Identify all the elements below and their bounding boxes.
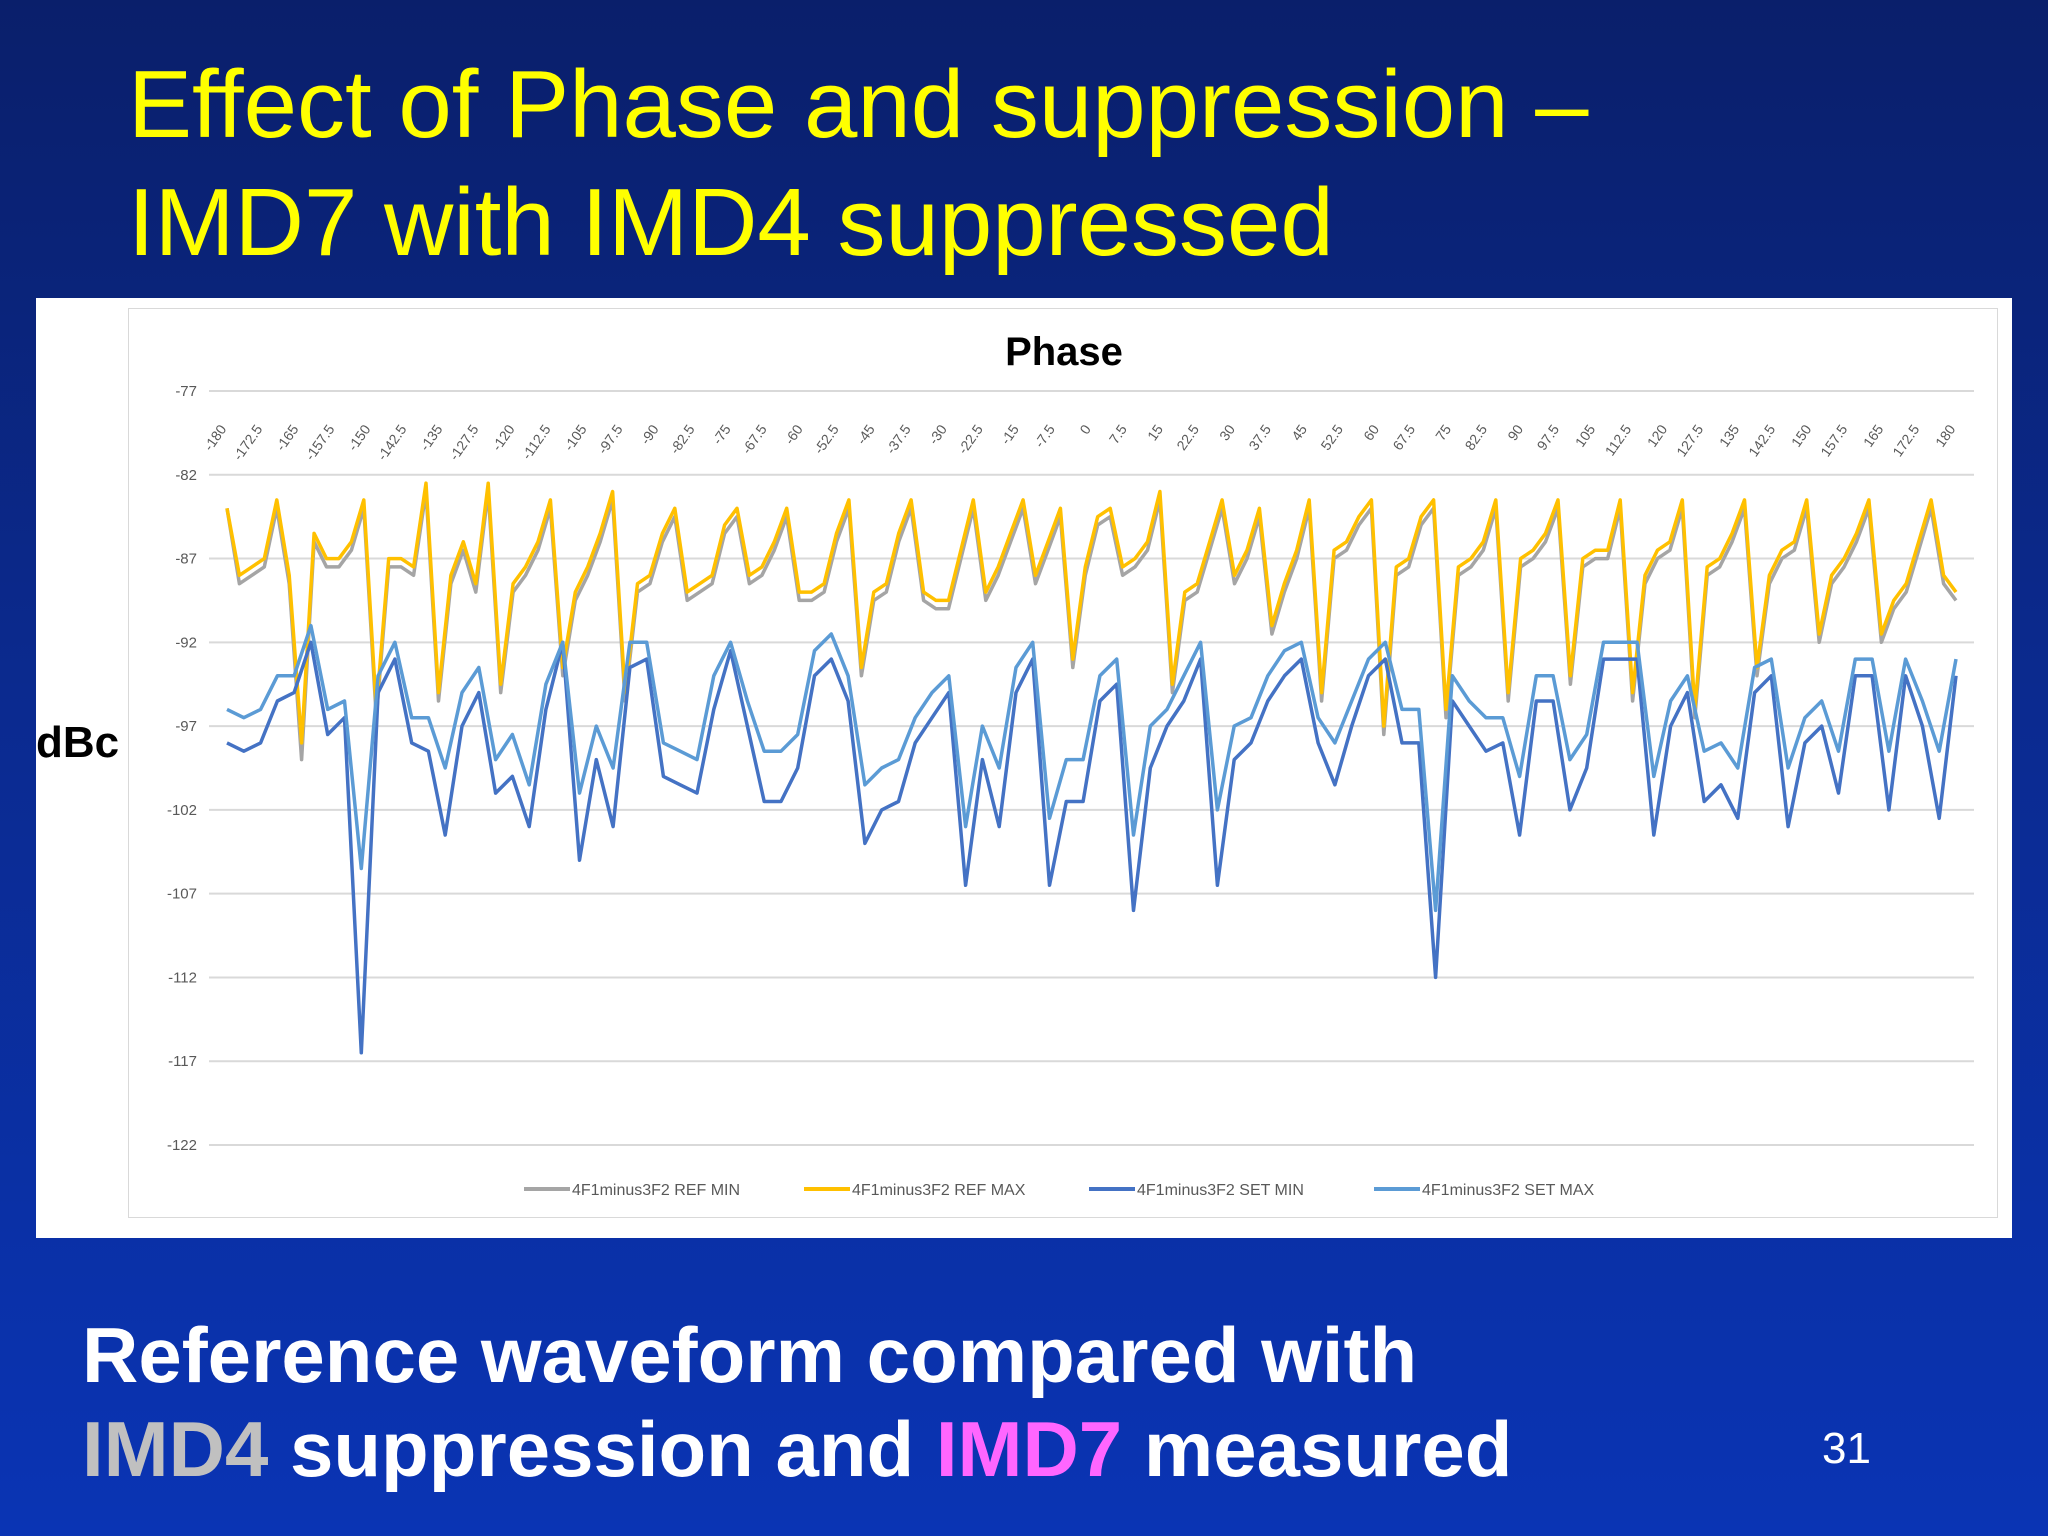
x-tick-label: 112.5 [1602,421,1635,458]
x-tick-label: 135 [1716,421,1743,449]
x-tick-label: -172.5 [230,421,266,463]
y-tick-label: -122 [167,1137,197,1154]
y-tick-labels: -77 -82 -87 -92 -97 -102 -107 -112 -117 -122 [167,383,197,1154]
x-tick-label: 30 [1216,421,1238,443]
x-tick-label: -37.5 [882,421,914,456]
x-tick-label: -60 [781,421,806,447]
series-line-3 [226,640,1958,1055]
x-tick-label: -97.5 [594,421,626,456]
chart-plot-frame: Phase -77 -82 -87 -92 -97 -102 -107 -112 -117 -12… [128,308,1998,1218]
legend-label-3: 4F1minus3F2 SET MIN [1137,1182,1304,1199]
x-tick-label: 60 [1360,421,1382,443]
x-tick-label: -142.5 [374,421,410,463]
caption-end: measured [1122,1405,1513,1493]
x-tick-label: -30 [925,421,950,447]
x-tick-label: 180 [1932,421,1959,449]
x-tick-label: -75 [709,421,734,447]
x-tick-label: 127.5 [1673,421,1706,459]
x-tick-label: 120 [1644,421,1671,449]
slide-title-line-1: Effect of Phase and suppression – [128,51,1589,158]
legend-label-2: 4F1minus3F2 REF MAX [852,1182,1026,1199]
x-tick-label: -135 [416,421,445,453]
x-tick-labels: -180 -172.5 -165 -157.5 -150 -142.5 -135 -127.5… [200,421,1958,463]
series-line-2 [225,481,1958,745]
x-tick-label: 75 [1432,421,1454,443]
x-tick-label: -22.5 [954,421,986,456]
series-line-1 [225,489,1958,762]
x-tick-label: 0 [1076,421,1094,437]
x-tick-label: 142.5 [1745,421,1778,459]
x-tick-label: 52.5 [1317,421,1346,453]
x-tick-label: 172.5 [1889,421,1922,459]
slide-title-line-2: IMD7 with IMD4 suppressed [128,169,1334,276]
x-tick-label: 165 [1860,421,1887,449]
y-tick-label: -102 [167,802,197,819]
x-tick-label: 37.5 [1245,421,1274,453]
y-tick-label: -107 [167,886,197,903]
slide-caption: Reference waveform compared with IMD4 su… [82,1308,1782,1496]
chart-panel: Phase -77 -82 -87 -92 -97 -102 -107 -112 -117 -12… [36,298,2012,1238]
x-tick-label: 82.5 [1461,421,1490,453]
x-tick-label: 7.5 [1106,421,1130,446]
x-tick-label: -112.5 [518,421,553,462]
x-tick-label: 67.5 [1389,421,1418,453]
x-tick-label: -15 [997,421,1022,447]
x-tick-label: 45 [1288,421,1310,443]
caption-imd4: IMD4 [82,1405,269,1493]
y-tick-label: -92 [175,634,197,651]
x-tick-label: -90 [637,421,662,447]
caption-mid: suppression and [268,1405,936,1493]
x-tick-label: 97.5 [1533,421,1562,453]
chart-title: Phase [1005,330,1123,374]
x-tick-label: -120 [488,421,517,453]
x-tick-label: -45 [853,421,878,447]
caption-line-1: Reference waveform compared with [82,1311,1418,1399]
y-tick-label: -112 [168,969,197,986]
x-tick-label: 157.5 [1817,421,1850,459]
x-tick-label: -127.5 [446,421,482,463]
y-axis-label: dBc [36,718,120,767]
y-tick-label: -117 [168,1053,197,1070]
x-tick-label: -52.5 [810,421,842,456]
y-tick-label: -82 [175,467,197,484]
gridlines [209,390,1974,1146]
x-tick-label: 105 [1572,421,1599,449]
x-tick-label: 90 [1504,421,1526,443]
x-tick-label: -7.5 [1031,421,1058,450]
legend-label-1: 4F1minus3F2 REF MIN [572,1182,740,1199]
y-tick-label: -77 [175,383,197,400]
x-tick-label: 150 [1788,421,1815,449]
series-line-4 [226,623,1958,913]
caption-imd7: IMD7 [935,1405,1123,1493]
caption-line-2: IMD4 suppression and IMD7 measured [82,1402,1782,1496]
page-number: 31 [1822,1424,1871,1473]
slide-title: Effect of Phase and suppression – IMD7 w… [128,46,1928,282]
legend-label-4: 4F1minus3F2 SET MAX [1422,1182,1595,1199]
x-tick-label: -82.5 [666,421,698,456]
x-tick-label: -67.5 [738,421,770,456]
y-tick-label: -97 [175,718,197,735]
x-tick-label: -105 [560,421,589,453]
x-tick-label: -165 [272,421,301,453]
series-lines [225,481,1958,1055]
x-tick-label: 22.5 [1173,421,1202,453]
y-tick-label: -87 [175,551,197,568]
phase-line-chart: Phase -77 -82 -87 -92 -97 -102 -107 -112 -117 -12… [167,330,1974,1199]
x-tick-label: -150 [344,421,373,453]
legend: 4F1minus3F2 REF MIN 4F1minus3F2 REF MAX 4F… [524,1182,1595,1199]
x-tick-label: -180 [200,421,229,453]
x-tick-label: 15 [1144,421,1166,443]
x-tick-label: -157.5 [302,421,338,463]
